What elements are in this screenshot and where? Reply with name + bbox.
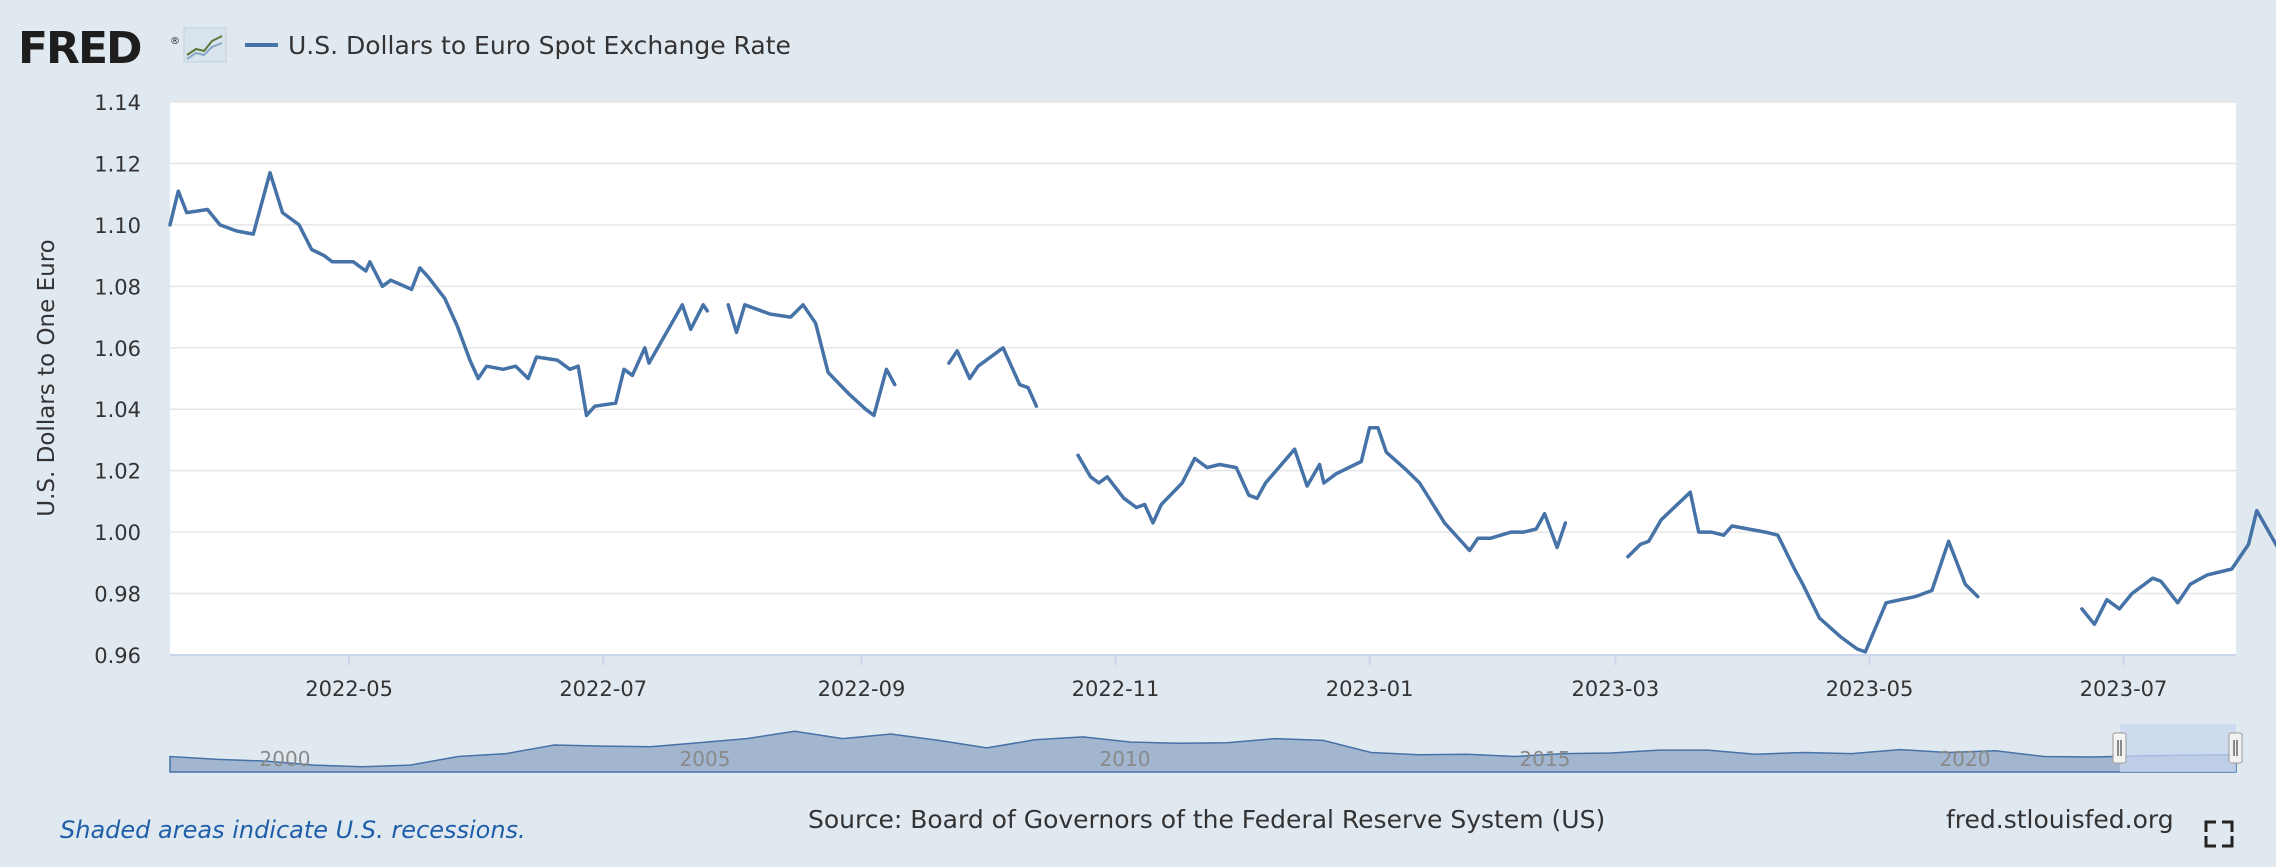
- site-link[interactable]: fred.stlouisfed.org: [1946, 805, 2174, 834]
- series-line-segment: [726, 303, 897, 418]
- x-tick-label: 2023-01: [1326, 677, 1414, 701]
- series-line-segment: [1076, 425, 1568, 553]
- legend-label: U.S. Dollars to Euro Spot Exchange Rate: [288, 31, 791, 60]
- x-tick-label: 2023-03: [1571, 677, 1659, 701]
- navigator-labels: 2000 2005 2010 2015 2020: [260, 747, 1991, 771]
- navigator-selection[interactable]: [2120, 724, 2236, 772]
- y-tick-label: 1.12: [94, 152, 141, 176]
- series-lines: [168, 170, 2276, 654]
- fullscreen-icon[interactable]: [2204, 820, 2234, 848]
- x-tick-label: 2022-09: [818, 677, 906, 701]
- y-tick-label: 1.14: [94, 91, 141, 115]
- y-axis-title: U.S. Dollars to One Euro: [34, 239, 60, 516]
- y-tick-label: 1.06: [94, 337, 141, 361]
- navigator-year-label: 2020: [1940, 747, 1991, 771]
- series-line-segment: [168, 170, 710, 418]
- navigator[interactable]: 2000 2005 2010 2015 2020: [169, 724, 2243, 773]
- series-line-segment: [1626, 490, 1980, 654]
- navigator-year-label: 2005: [680, 747, 731, 771]
- y-tick-label: 0.98: [94, 583, 141, 607]
- x-tick-label: 2022-05: [305, 677, 393, 701]
- fred-logo-text: FRED: [18, 23, 141, 74]
- x-tick-label: 2022-07: [559, 677, 647, 701]
- registered-mark: ®: [170, 36, 180, 47]
- y-tick-label: 1.08: [94, 275, 141, 299]
- y-tick-label: 1.04: [94, 398, 141, 422]
- series-line-segment: [2080, 508, 2276, 627]
- navigator-area: [169, 730, 2237, 773]
- series-line-segment: [947, 346, 1039, 408]
- x-tick-label: 2023-07: [2080, 677, 2168, 701]
- x-tick-label: 2023-05: [1826, 677, 1914, 701]
- navigator-year-label: 2015: [1520, 747, 1571, 771]
- y-tick-label: 1.00: [94, 521, 141, 545]
- x-tick-label: 2022-11: [1072, 677, 1160, 701]
- navigator-year-label: 2010: [1100, 747, 1151, 771]
- navigator-handle-left[interactable]: [2112, 732, 2127, 764]
- plot-area[interactable]: [170, 102, 2236, 655]
- y-tick-label: 1.10: [94, 214, 141, 238]
- navigator-handle-right[interactable]: [2228, 732, 2243, 764]
- recession-note: Shaded areas indicate U.S. recessions.: [60, 816, 526, 844]
- fred-logo[interactable]: FRED ®: [18, 23, 227, 74]
- legend[interactable]: U.S. Dollars to Euro Spot Exchange Rate: [245, 31, 791, 60]
- y-tick-label: 0.96: [94, 644, 141, 668]
- navigator-year-label: 2000: [260, 747, 311, 771]
- y-tick-label: 1.02: [94, 460, 141, 484]
- y-axis: 0.96 0.98 1.00 1.02 1.04 1.06 1.08 1.10 1.12 1.14: [94, 91, 141, 668]
- source-text: Source: Board of Governors of the Federa…: [808, 805, 1605, 834]
- line-chart-icon: [183, 27, 227, 63]
- gridlines: [170, 101, 2236, 656]
- x-axis: 2022-05 2022-07 2022-09 2022-11 2023-01 2023-…: [305, 655, 2167, 701]
